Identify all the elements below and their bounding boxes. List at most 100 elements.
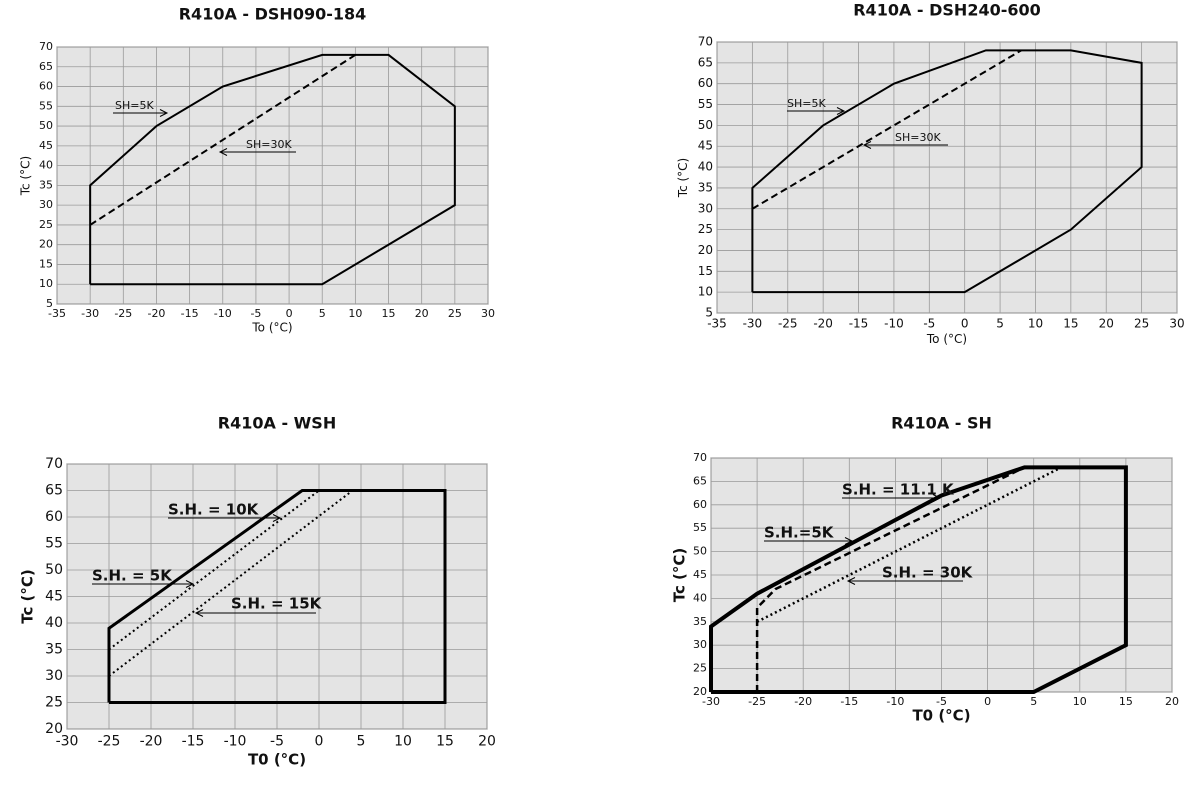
x-axis-title: To (°C) [251,321,292,335]
y-axis-title: Tc (°C) [676,158,690,198]
x-tick-label: -15 [182,734,205,750]
x-tick-label: -10 [884,316,904,330]
arrow-head [185,580,195,588]
x-tick-label: 15 [1119,695,1133,708]
y-tick-label: 10 [39,277,53,290]
annotation-label: S.H. = 10K [168,501,260,519]
envelope-line [89,53,456,286]
x-tick-label: 20 [1099,316,1114,330]
y-tick-label: 30 [693,638,707,651]
chart-title: R410A - SH [891,414,992,433]
y-tick-label: 60 [45,509,63,525]
y-tick-label: 30 [698,201,713,215]
x-tick-label: -30 [56,734,79,750]
x-tick-label: 20 [1165,695,1179,708]
envelope-line [751,49,1143,294]
y-tick-label: 25 [45,695,63,711]
y-tick-label: 35 [39,178,53,191]
chart: R410A - DSH240-600 -35 -30 -25 -20 -15 -10 -5 0 5… [676,1,1185,346]
arrow-head [272,514,282,522]
x-tick-label: 15 [382,307,396,320]
plot-area [716,41,1178,314]
y-tick-label: 55 [693,521,707,534]
x-tick-label: -5 [270,734,284,750]
arrow-head [836,107,846,115]
y-tick-label: 30 [45,668,63,684]
y-tick-label: 40 [693,591,707,604]
x-tick-label: 0 [961,316,969,330]
x-tick-label: -35 [48,307,66,320]
y-tick-label: 55 [698,97,713,111]
arrow-head [844,537,854,545]
y-tick-label: 45 [39,139,53,152]
y-tick-label: 55 [45,536,63,552]
y-tick-label: 40 [698,160,713,174]
x-tick-label: 0 [286,307,293,320]
y-axis-title: Tc (°C) [671,548,689,603]
y-tick-label: 35 [693,615,707,628]
y-axis-title: Tc (°C) [18,569,36,624]
y-tick-label: 70 [39,40,53,53]
x-tick-label: -15 [181,307,199,320]
y-tick-label: 25 [39,218,53,231]
y-tick-label: 65 [39,60,53,73]
y-tick-label: 60 [39,80,53,93]
y-tick-label: 5 [46,297,53,310]
chart-title: R410A - WSH [218,414,336,433]
x-tick-label: -10 [214,307,232,320]
y-tick-label: 50 [693,545,707,558]
annotation-label: S.H. = 11.1 K [842,481,955,499]
y-tick-label: 40 [45,615,63,631]
x-tick-label: 10 [394,734,412,750]
x-tick-label: 10 [1028,316,1043,330]
x-tick-label: 5 [357,734,366,750]
x-tick-label: -30 [81,307,99,320]
y-tick-label: 35 [698,180,713,194]
x-axis-title: T0 (°C) [912,707,970,725]
envelope-line [108,489,354,677]
annotation-label: SH=30K [895,131,941,144]
y-tick-label: 15 [698,264,713,278]
x-tick-label: -5 [250,307,261,320]
y-tick-label: 15 [39,257,53,270]
arrow-head [932,494,942,502]
x-tick-label: 5 [319,307,326,320]
x-tick-label: -15 [849,316,869,330]
y-tick-label: 25 [693,662,707,675]
y-tick-label: 65 [693,474,707,487]
y-tick-label: 65 [45,483,63,499]
chart: R410A - WSH -30 -25 -20 -15 -10 -5 0 5 10 15 20 20 25… [18,414,496,769]
x-tick-label: 10 [1073,695,1087,708]
arrow-head [862,141,872,149]
y-tick-label: 25 [698,222,713,236]
y-tick-label: 35 [45,642,63,658]
y-tick-label: 10 [698,285,713,299]
annotation-label: SH=5K [787,97,826,110]
annotation-label: S.H. = 15K [231,595,323,613]
chart-title: R410A - DSH090-184 [179,5,367,24]
x-tick-label: 5 [1030,695,1037,708]
x-tick-label: 25 [1134,316,1149,330]
envelope-line [751,49,1022,210]
y-tick-label: 20 [39,238,53,251]
y-tick-label: 70 [693,451,707,464]
y-tick-label: 5 [705,306,713,320]
y-tick-label: 20 [45,721,63,737]
chart: R410A - SH -30 -25 -20 -15 -10 -5 0 5 10 15 20 20 25 3… [671,414,1179,725]
x-tick-label: -10 [224,734,247,750]
arrow-head [159,109,169,117]
annotation-label: S.H. = 30K [882,564,974,582]
x-tick-label: -30 [743,316,763,330]
y-tick-label: 40 [39,159,53,172]
y-tick-label: 60 [698,76,713,90]
x-tick-label: 20 [415,307,429,320]
x-tick-label: -25 [114,307,132,320]
chart-title: R410A - DSH240-600 [853,1,1041,20]
y-tick-label: 70 [45,456,63,472]
y-axis-title: Tc (°C) [19,156,33,196]
envelope-line [108,489,320,651]
y-tick-label: 45 [693,568,707,581]
y-tick-label: 50 [45,562,63,578]
y-tick-label: 60 [693,498,707,511]
